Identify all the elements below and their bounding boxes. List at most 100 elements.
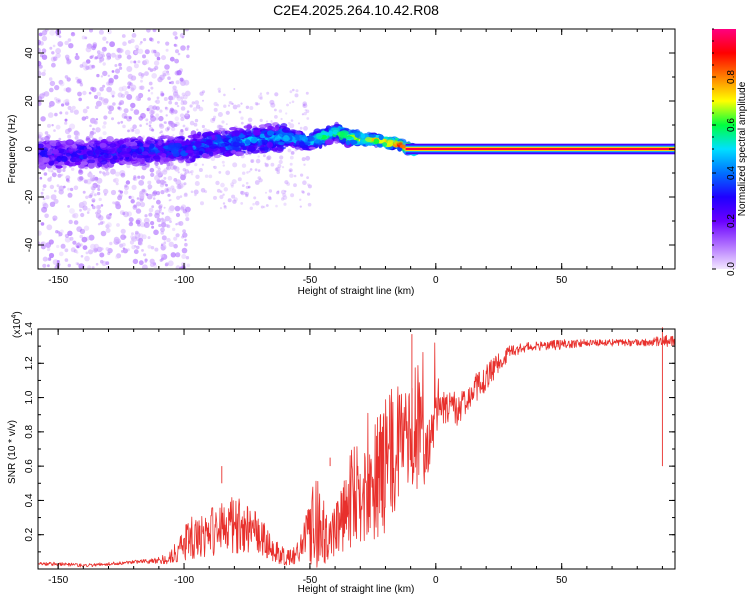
y-tick-label: 20 <box>24 95 35 107</box>
ridge-blob <box>205 139 213 146</box>
noise-speckle <box>117 195 123 201</box>
noise-speckle <box>139 85 145 91</box>
noise-speckle <box>208 174 213 179</box>
noise-speckle <box>130 78 134 81</box>
noise-speckle <box>160 190 165 195</box>
noise-speckle <box>67 134 72 139</box>
noise-speckle <box>153 60 160 66</box>
noise-speckle <box>79 64 84 68</box>
noise-speckle <box>136 48 139 51</box>
noise-speckle <box>95 213 102 219</box>
noise-speckle <box>126 66 133 72</box>
noise-speckle <box>174 205 181 212</box>
noise-speckle <box>129 127 135 133</box>
noise-speckle <box>89 55 93 59</box>
noise-speckle <box>64 40 69 46</box>
ridge-blob <box>109 143 117 148</box>
noise-speckle <box>43 172 48 176</box>
noise-speckle <box>131 184 137 190</box>
noise-speckle <box>174 116 180 121</box>
noise-speckle <box>95 100 102 107</box>
ridge-blob <box>38 149 41 153</box>
noise-speckle <box>124 185 129 191</box>
ridge-blob <box>208 151 214 157</box>
noise-speckle <box>244 191 249 196</box>
noise-speckle <box>302 104 306 108</box>
noise-speckle <box>184 112 189 117</box>
noise-speckle <box>60 243 66 249</box>
noise-speckle <box>55 52 61 59</box>
noise-speckle <box>38 47 41 54</box>
noise-speckle <box>140 41 143 44</box>
noise-speckle <box>182 124 186 128</box>
noise-speckle <box>141 73 145 77</box>
noise-speckle <box>154 209 161 216</box>
noise-speckle <box>72 240 77 245</box>
noise-speckle <box>194 163 198 167</box>
noise-speckle <box>139 201 146 208</box>
ridge-blob <box>238 134 246 139</box>
noise-speckle <box>139 42 142 46</box>
noise-speckle <box>85 46 92 53</box>
noise-speckle <box>41 206 48 213</box>
noise-speckle <box>182 100 188 105</box>
noise-speckle <box>69 187 74 192</box>
y-tick-label: 0.8 <box>24 424 35 438</box>
ridge-blob <box>38 155 43 158</box>
noise-speckle <box>282 192 287 198</box>
noise-speckle <box>54 97 58 101</box>
noise-speckle <box>110 90 116 96</box>
noise-speckle <box>180 96 184 100</box>
noise-speckle <box>186 263 191 268</box>
noise-speckle <box>247 117 253 123</box>
noise-speckle <box>181 36 185 39</box>
noise-speckle <box>232 162 238 168</box>
noise-speckle <box>150 91 154 95</box>
noise-speckle <box>147 97 151 101</box>
noise-speckle <box>157 76 163 83</box>
noise-speckle <box>172 165 177 170</box>
noise-speckle <box>291 100 295 104</box>
noise-speckle <box>153 264 158 268</box>
noise-speckle <box>275 166 281 172</box>
noise-speckle <box>168 217 172 221</box>
noise-speckle <box>180 204 187 210</box>
noise-speckle <box>157 166 161 170</box>
noise-speckle <box>77 78 82 84</box>
noise-speckle <box>112 102 116 106</box>
noise-speckle <box>74 55 80 61</box>
noise-speckle <box>54 189 57 193</box>
x-tick-label: -100 <box>174 575 194 586</box>
noise-speckle <box>40 241 47 248</box>
ridge-blob <box>148 149 156 155</box>
noise-speckle <box>107 105 112 110</box>
ridge-blob <box>153 156 161 162</box>
noise-speckle <box>184 242 188 247</box>
noise-speckle <box>284 180 289 185</box>
colorbar-label: Normalized spectral amplitude <box>737 81 748 216</box>
snr-scale-exponent: 4 <box>11 315 18 319</box>
colorbar: 0.0 0.2 0.4 0.6 0.8 Normalized spectral ampl… <box>712 28 748 276</box>
noise-speckle <box>181 254 187 259</box>
noise-speckle <box>180 132 184 135</box>
noise-speckle <box>149 167 155 173</box>
noise-speckle <box>127 129 130 133</box>
ridge-blob <box>75 139 85 145</box>
noise-speckle <box>140 75 144 79</box>
ridge-blob <box>87 159 96 164</box>
noise-speckle <box>267 195 272 200</box>
ridge-blob <box>144 155 151 163</box>
noise-speckle <box>286 103 289 107</box>
noise-speckle <box>133 175 137 179</box>
ridge-blob <box>42 150 48 156</box>
noise-speckle <box>138 85 143 90</box>
noise-speckle <box>163 176 167 180</box>
noise-speckle <box>182 94 188 100</box>
noise-speckle <box>155 117 159 121</box>
noise-speckle <box>146 193 153 200</box>
noise-speckle <box>257 176 262 180</box>
noise-speckle <box>66 58 72 64</box>
noise-speckle <box>75 53 79 56</box>
noise-speckle <box>56 260 60 263</box>
ridge-blob <box>123 137 130 143</box>
